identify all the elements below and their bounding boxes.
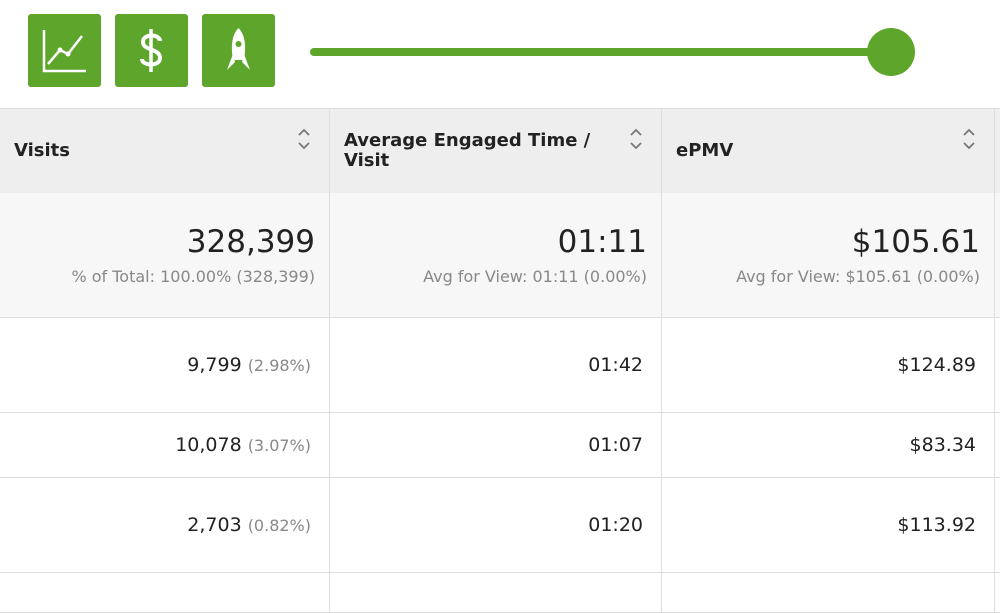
total-note: % of Total: 100.00% (328,399) (71, 267, 315, 286)
column-header[interactable]: ePMV (662, 108, 995, 194)
cell-value: 01:07 (588, 434, 643, 456)
slider-knob[interactable] (867, 28, 915, 76)
table-cell: 01:20 (330, 478, 662, 573)
column-header[interactable] (995, 108, 1000, 194)
header-label: Visits (14, 140, 70, 161)
total-cell: $105.61 Avg for View: $105.61 (0.00%) (662, 193, 995, 318)
cell-value: 9,799 (187, 354, 242, 376)
chart-icon (42, 30, 86, 73)
cell-value: $83.34 (909, 434, 976, 456)
table-cell (662, 573, 995, 613)
cell-share: (0.82%) (247, 515, 311, 535)
cell-value: $124.89 (897, 354, 976, 376)
cell-value: 2,703 (187, 514, 242, 536)
total-note: Avg for View: $105.61 (0.00%) (736, 267, 980, 286)
header-label: Average Engaged Time / Visit (344, 130, 591, 171)
column-header[interactable]: Average Engaged Time / Visit (330, 108, 662, 194)
table-cell: $113.92 (662, 478, 995, 573)
total-note: Avg for View: 01:11 (0.00%) (423, 267, 647, 286)
launch-button[interactable] (202, 14, 275, 87)
table-cell: 01:42 (330, 318, 662, 413)
cell-share: (3.07%) (247, 435, 311, 455)
table-cell (0, 573, 330, 613)
table-cell (330, 573, 662, 613)
cell-value: $113.92 (897, 514, 976, 536)
table-cell (995, 318, 1000, 413)
table-cell (995, 478, 1000, 573)
cell-share: (2.98%) (247, 355, 311, 375)
column-header[interactable]: Visits (0, 108, 330, 194)
table-cell: $124.89 (662, 318, 995, 413)
table-cell: 2,703 (0.82%) (0, 478, 330, 573)
table-cell (995, 413, 1000, 478)
total-value: $105.61 (851, 224, 980, 260)
sort-icon[interactable] (962, 127, 976, 156)
cell-value: 01:42 (588, 354, 643, 376)
revenue-button[interactable] (115, 14, 188, 87)
total-cell: 328,399 % of Total: 100.00% (328,399) (0, 193, 330, 318)
chart-button[interactable] (28, 14, 101, 87)
sort-icon[interactable] (629, 127, 643, 156)
total-cell: 01:11 Avg for View: 01:11 (0.00%) (330, 193, 662, 318)
screen: Visits 328,399 % of Total: 100.00% (328,39… (0, 14, 1000, 613)
total-value: 01:11 (557, 224, 647, 260)
rocket-icon (227, 28, 250, 70)
table-cell (995, 573, 1000, 613)
total-cell (995, 193, 1000, 318)
cell-value: 10,078 (175, 434, 242, 456)
table-cell: 10,078 (3.07%) (0, 413, 330, 478)
slider[interactable] (300, 20, 940, 84)
page: {"table": { "columns": ["Visits", "Avera… (0, 14, 1000, 613)
table-cell: $83.34 (662, 413, 995, 478)
cell-value: 01:20 (588, 514, 643, 536)
header-label: ePMV (676, 140, 734, 161)
total-value: 328,399 (186, 224, 315, 260)
table-cell: 9,799 (2.98%) (0, 318, 330, 413)
dollar-icon (140, 29, 163, 72)
table-cell: 01:07 (330, 413, 662, 478)
sort-icon[interactable] (297, 127, 311, 156)
